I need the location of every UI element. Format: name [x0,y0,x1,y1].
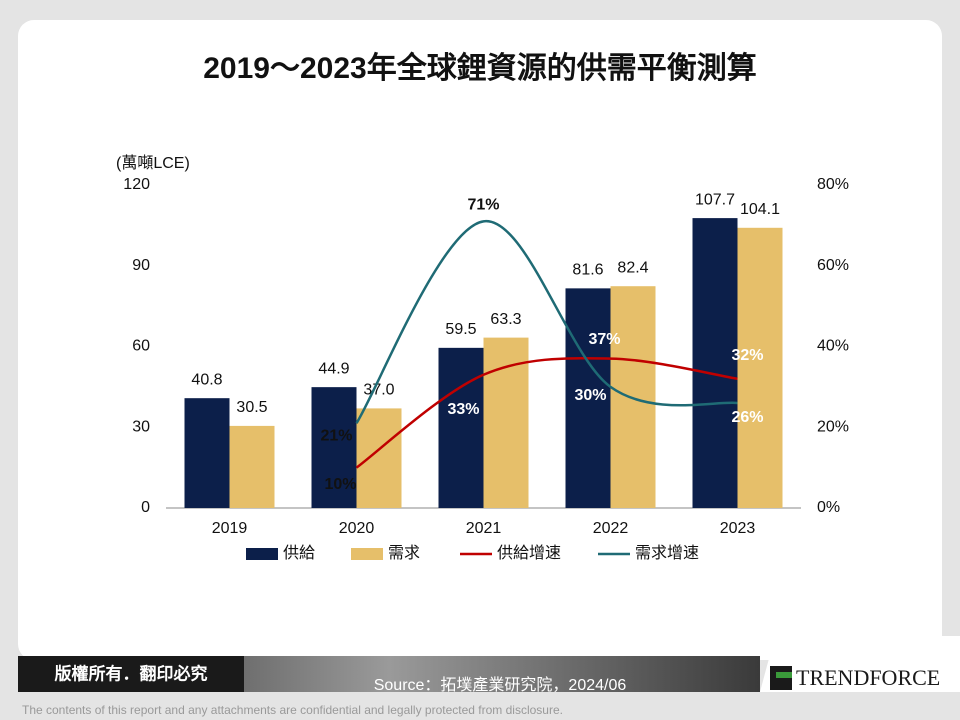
card [18,20,942,660]
disclaimer: The contents of this report and any atta… [22,703,563,717]
chart-title: 2019～2023年全球鋰資源的供需平衡測算 [203,51,756,85]
logo-bg [760,636,960,692]
bar-label: 63.3 [490,311,521,328]
bar [565,288,611,508]
x-tick-label: 2019 [212,520,248,537]
bar [356,408,402,508]
y2-tick-label: 40% [817,338,849,355]
y-tick-label: 60 [132,338,150,355]
line-label: 26% [731,409,763,426]
logo-icon-bar [776,672,792,678]
y2-tick-label: 60% [817,257,849,274]
legend-label: 需求 [388,544,420,562]
bar-label: 104.1 [740,201,780,218]
line-label: 32% [731,347,763,364]
bar [311,387,357,508]
y-tick-label: 0 [141,499,150,516]
bar-label: 82.4 [617,259,648,276]
line-label: 71% [467,197,499,214]
line-label: 21% [320,427,352,444]
y-tick-label: 90 [132,257,150,274]
y-axis-label: (萬噸LCE) [116,154,190,172]
bar-label: 40.8 [191,371,222,388]
bar [737,227,783,509]
legend-label: 供給 [283,544,315,562]
y-tick-label: 30 [132,418,150,435]
bar [438,347,484,508]
bar [184,398,230,508]
bar-label: 81.6 [572,262,603,279]
y2-tick-label: 0% [817,499,840,516]
rights: 版權所有．翻印必究 [55,663,208,683]
legend-label: 供給增速 [497,544,561,562]
legend-swatch [246,548,278,560]
line [355,357,738,469]
line-label: 30% [574,387,606,404]
bar [229,425,275,508]
line [355,220,738,424]
line-label: 33% [447,401,479,418]
bar-label: 30.5 [236,399,267,416]
x-tick-label: 2020 [339,520,375,537]
x-tick-label: 2021 [466,520,502,537]
bar-label: 44.9 [318,360,349,377]
source: Source：拓墣產業研究院，2024/06 [374,676,627,694]
y-tick-label: 120 [123,176,150,193]
x-tick-label: 2023 [720,520,756,537]
line-label: 37% [588,331,620,348]
line-label: 10% [324,476,356,493]
logo: TRENDFORCE [796,665,940,690]
bar-label: 37.0 [363,382,394,399]
rights-box [18,656,244,692]
x-tick-label: 2022 [593,520,629,537]
y2-tick-label: 20% [817,418,849,435]
legend-swatch [351,548,383,560]
bar [692,218,738,509]
bar-label: 59.5 [445,321,476,338]
bar-label: 107.7 [695,191,735,208]
y2-tick-label: 80% [817,176,849,193]
legend-label: 需求增速 [635,544,699,562]
